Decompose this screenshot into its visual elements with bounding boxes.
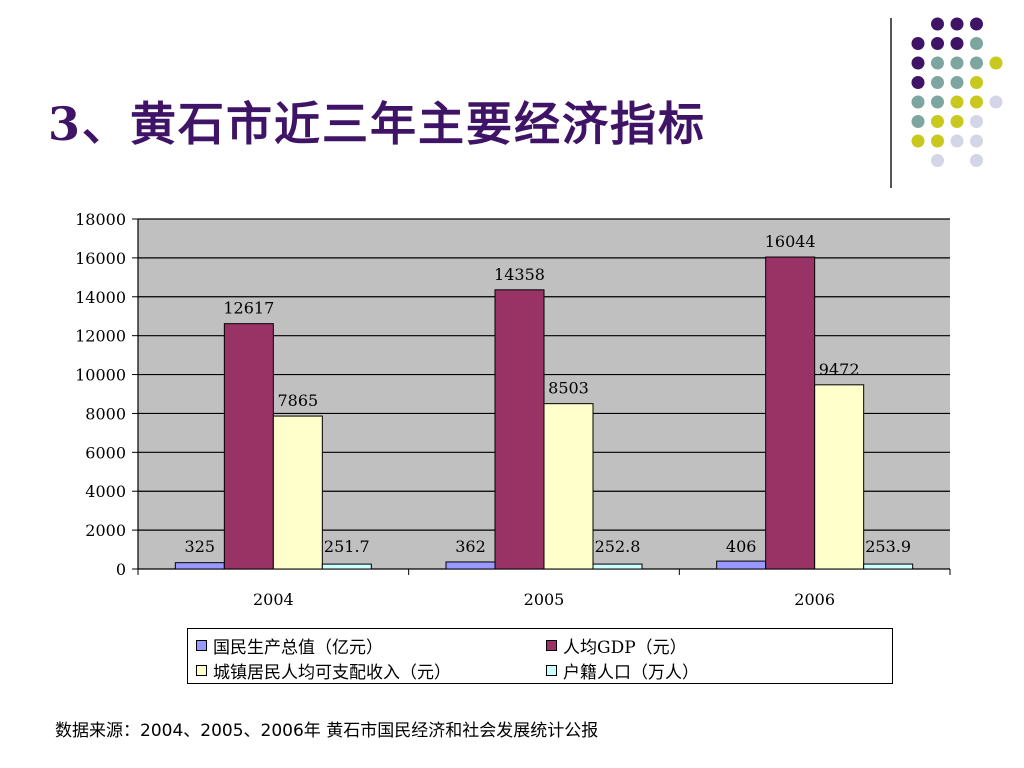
bar (543, 403, 594, 570)
data-source-note: 数据来源：2004、2005、2006年 黄石市国民经济和社会发展统计公报 (55, 721, 599, 741)
data-label: 12617 (223, 299, 274, 318)
decorative-dot (950, 17, 964, 31)
y-tick-label: 12000 (75, 327, 126, 346)
slide-title: 3、黄石市近三年主要经济指标 (48, 97, 707, 151)
decorative-dot (950, 56, 964, 70)
bar (592, 563, 643, 570)
legend-item-gnp: 国民生产总值（亿元） (196, 633, 383, 658)
data-label: 16044 (765, 232, 816, 251)
decorative-dot-grid (911, 17, 1003, 167)
legend-label-gdp-per-capita: 人均GDP（元） (563, 638, 687, 658)
legend-item-gdp-per-capita: 人均GDP（元） (546, 633, 687, 658)
bar (445, 561, 496, 570)
x-tick-label: 2004 (253, 590, 294, 609)
y-tick-label: 4000 (85, 482, 126, 501)
decorative-dot (911, 134, 925, 148)
decorative-dot (911, 115, 925, 128)
decorative-dot (970, 154, 983, 167)
decorative-dot (970, 37, 983, 50)
x-tick-label: 2006 (794, 590, 835, 609)
decorative-dot (950, 37, 964, 50)
data-label: 253.9 (865, 537, 911, 556)
y-tick-label: 6000 (85, 443, 126, 462)
legend-label-gnp: 国民生产总值（亿元） (213, 638, 383, 658)
y-tick-label: 0 (116, 560, 126, 579)
decorative-dot (950, 115, 964, 128)
decorative-dot (911, 95, 925, 109)
y-tick-label: 18000 (75, 210, 126, 229)
data-label: 251.7 (324, 537, 370, 556)
bar (223, 323, 274, 570)
decorative-dot (931, 154, 944, 167)
decorative-dot (911, 37, 925, 50)
decorative-dot (950, 76, 964, 89)
decorative-dot (970, 95, 983, 109)
x-tick-label: 2005 (524, 590, 565, 609)
decorative-dot (931, 17, 944, 31)
data-label: 362 (455, 537, 486, 556)
decorative-dot (931, 115, 944, 128)
bar (863, 563, 914, 570)
decorative-dot (989, 56, 1003, 70)
legend-swatch-population (546, 665, 557, 676)
data-label: 8503 (548, 379, 589, 398)
decorative-dot (970, 56, 983, 70)
y-tick-label: 14000 (75, 288, 126, 307)
legend-swatch-gnp (196, 640, 207, 651)
legend-swatch-gdp-per-capita (546, 640, 557, 651)
decorative-dot (931, 95, 944, 109)
bar (494, 289, 545, 570)
legend-label-population: 户籍人口（万人） (563, 663, 699, 683)
chart-legend: 国民生产总值（亿元） 人均GDP（元） 城镇居民人均可支配收入（元） 户籍人口（… (187, 628, 893, 684)
bar (814, 384, 865, 570)
bar (174, 562, 225, 570)
data-label: 406 (726, 537, 757, 556)
data-label: 14358 (494, 265, 545, 284)
decorative-dot (931, 76, 944, 89)
y-tick-label: 10000 (75, 366, 126, 385)
legend-label-income: 城镇居民人均可支配收入（元） (213, 663, 451, 683)
decorative-divider-line (890, 18, 892, 188)
data-label: 7865 (277, 391, 318, 410)
decorative-dot (950, 95, 964, 109)
bar-chart: 0 2000 4000 6000 8000 10000 12000 14000 16000 180… (75, 210, 951, 609)
decorative-dot (950, 134, 964, 148)
decorative-dot (931, 56, 944, 70)
legend-item-income: 城镇居民人均可支配收入（元） (196, 658, 451, 683)
legend-swatch-income (196, 665, 207, 676)
bar (321, 563, 372, 570)
legend-item-population: 户籍人口（万人） (546, 658, 699, 683)
data-label: 325 (185, 537, 216, 556)
decorative-dot (970, 115, 983, 128)
y-tick-label: 8000 (85, 404, 126, 423)
bar (765, 256, 816, 570)
decorative-dot (931, 134, 944, 148)
decorative-dot (970, 76, 983, 89)
decorative-dot (931, 37, 944, 50)
decorative-dot (989, 95, 1003, 109)
bar (272, 415, 323, 570)
bar (716, 560, 767, 570)
decorative-dot (911, 76, 925, 89)
y-tick-label: 2000 (85, 521, 126, 540)
decorative-dot (911, 56, 925, 70)
data-label: 9472 (819, 360, 860, 379)
decorative-dot (970, 134, 983, 148)
y-tick-label: 16000 (75, 249, 126, 268)
data-label: 252.8 (595, 537, 641, 556)
decorative-dot (970, 17, 983, 31)
